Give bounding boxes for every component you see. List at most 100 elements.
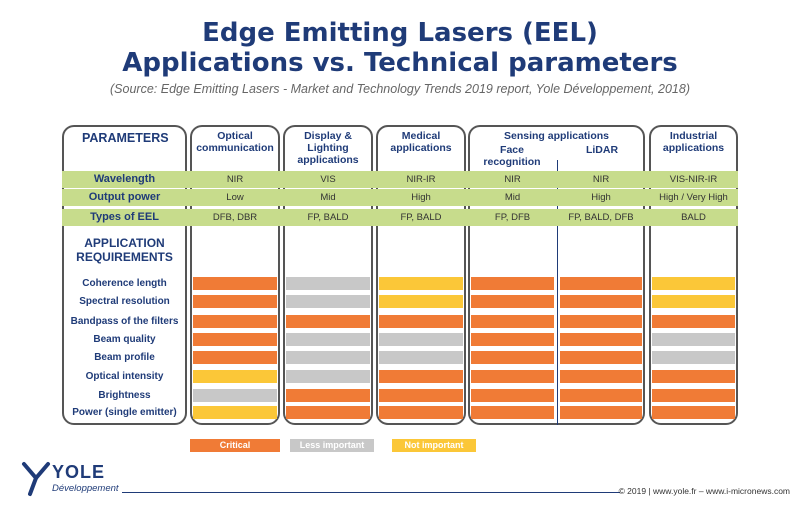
requirement-bar-critical — [286, 406, 370, 419]
output-power-value: Low — [226, 192, 244, 203]
requirement-label: Beam profile — [94, 352, 155, 363]
types-of-eel-value: FP, BALD — [307, 212, 349, 223]
requirement-bar-critical — [560, 406, 642, 419]
requirement-bar-critical — [286, 315, 370, 328]
requirement-bar-critical — [471, 295, 554, 308]
requirement-bar-critical — [471, 333, 554, 346]
legend-less-important: Less important — [290, 439, 374, 452]
requirement-bar-critical — [560, 295, 642, 308]
requirement-bar-less — [379, 351, 463, 364]
requirement-bar-not — [193, 406, 277, 419]
parameters-panel — [62, 125, 187, 425]
header-face-recognition: Face recognition — [483, 144, 541, 168]
requirement-label: Brightness — [98, 390, 151, 401]
panel-medical — [376, 125, 466, 425]
types-of-eel-value: DFB, DBR — [212, 212, 258, 223]
output-power-value: Mid — [504, 192, 521, 203]
requirement-bar-critical — [471, 370, 554, 383]
requirement-label: Bandpass of the filters — [70, 316, 179, 327]
requirements-heading-1: APPLICATION — [84, 236, 165, 250]
requirement-bar-critical — [560, 315, 642, 328]
requirement-bar-critical — [560, 351, 642, 364]
requirement-bar-less — [193, 389, 277, 402]
row-label-output-power: Output power — [88, 191, 161, 203]
requirement-label: Beam quality — [93, 334, 156, 345]
footer-line — [122, 492, 620, 493]
row-label-types-of-eel: Types of EEL — [90, 211, 159, 223]
requirement-bar-critical — [560, 370, 642, 383]
wavelength-value: NIR — [592, 174, 610, 185]
requirement-bar-critical — [560, 277, 642, 290]
requirement-bar-critical — [560, 389, 642, 402]
types-of-eel-value: FP, BALD — [400, 212, 442, 223]
logo-subtitle: Développement — [52, 483, 119, 494]
requirement-bar-not — [652, 295, 735, 308]
requirement-bar-critical — [286, 389, 370, 402]
output-power-value: High / Very High — [659, 192, 728, 203]
types-of-eel-value: FP, DFB — [494, 212, 531, 223]
requirement-bar-less — [652, 351, 735, 364]
requirement-bar-not — [379, 295, 463, 308]
types-of-eel-value: BALD — [681, 212, 706, 223]
output-power-value: High — [411, 192, 431, 203]
requirement-bar-critical — [471, 315, 554, 328]
requirement-bar-critical — [560, 333, 642, 346]
requirement-bar-critical — [652, 315, 735, 328]
requirement-bar-critical — [379, 406, 463, 419]
requirement-bar-critical — [652, 406, 735, 419]
panel-industrial — [649, 125, 738, 425]
yole-logo-icon — [22, 462, 50, 496]
requirement-bar-not — [652, 277, 735, 290]
sensing-divider — [557, 160, 558, 425]
requirement-label: Spectral resolution — [79, 296, 170, 307]
wavelength-value: NIR — [504, 174, 521, 185]
header-display-lighting: Display & Lighting applications — [297, 130, 359, 166]
requirement-bar-critical — [379, 389, 463, 402]
requirement-bar-less — [286, 333, 370, 346]
requirement-bar-critical — [193, 295, 277, 308]
title-line-2: Applications vs. Technical parameters — [122, 48, 678, 78]
header-lidar: LiDAR — [585, 144, 619, 156]
requirement-bar-critical — [471, 406, 554, 419]
requirement-bar-critical — [652, 389, 735, 402]
requirement-bar-critical — [193, 351, 277, 364]
requirement-bar-critical — [471, 351, 554, 364]
requirement-bar-critical — [471, 277, 554, 290]
requirement-label: Power (single emitter) — [72, 407, 177, 418]
requirement-label: Coherence length — [82, 278, 167, 289]
requirements-heading-2: REQUIREMENTS — [76, 250, 173, 264]
parameters-heading: PARAMETERS — [82, 131, 169, 145]
requirement-bar-critical — [652, 370, 735, 383]
panel-sensing — [468, 125, 645, 425]
requirement-bar-critical — [379, 370, 463, 383]
requirement-bar-less — [286, 295, 370, 308]
band-output-power — [62, 189, 738, 206]
requirement-label: Optical intensity — [85, 371, 164, 382]
footer-copyright: © 2019 | www.yole.fr – www.i-micronews.c… — [618, 486, 790, 496]
header-industrial: Industrial applications — [662, 130, 725, 154]
logo-name: YOLE — [52, 462, 106, 482]
requirement-bar-critical — [379, 315, 463, 328]
requirement-bar-not — [379, 277, 463, 290]
subtitle: (Source: Edge Emitting Lasers - Market a… — [110, 82, 690, 96]
wavelength-value: VIS — [320, 174, 336, 185]
output-power-value: High — [591, 192, 611, 203]
output-power-value: Mid — [320, 192, 336, 203]
panel-display-lighting — [283, 125, 373, 425]
requirement-bar-less — [286, 370, 370, 383]
requirement-bar-less — [652, 333, 735, 346]
requirement-bar-less — [286, 277, 370, 290]
requirement-bar-critical — [193, 333, 277, 346]
title-line-1: Edge Emitting Lasers (EEL) — [202, 18, 598, 48]
legend-critical: Critical — [190, 439, 280, 452]
header-optical-communication: Optical communication — [196, 130, 274, 154]
requirement-bar-critical — [193, 315, 277, 328]
row-label-wavelength: Wavelength — [93, 173, 156, 185]
types-of-eel-value: FP, BALD, DFB — [568, 212, 634, 223]
panel-optical-communication — [190, 125, 280, 425]
legend-not-important: Not important — [392, 439, 476, 452]
requirement-bar-critical — [471, 389, 554, 402]
requirement-bar-less — [286, 351, 370, 364]
wavelength-value: NIR-IR — [406, 174, 436, 185]
requirement-bar-less — [379, 333, 463, 346]
